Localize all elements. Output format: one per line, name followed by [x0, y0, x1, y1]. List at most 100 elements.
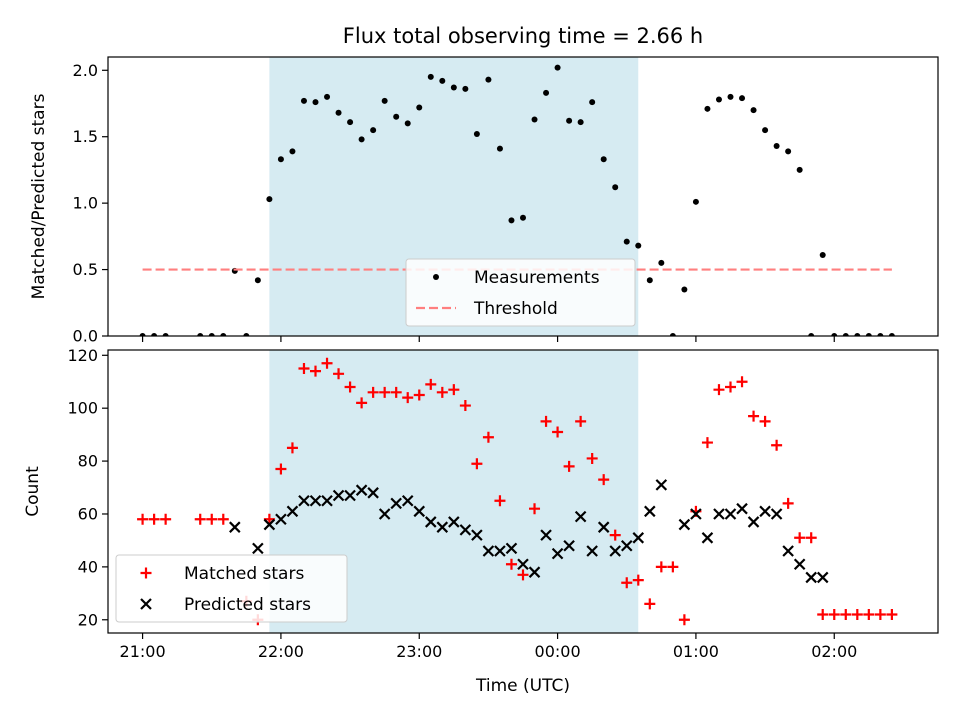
measurement-point — [715, 96, 722, 103]
predicted-star-point — [505, 542, 518, 555]
x-tick-label: 21:00 — [120, 642, 166, 661]
y-tick-label: 1.0 — [73, 194, 98, 213]
y-tick-label: 40 — [78, 557, 98, 576]
y-tick-label: 0.0 — [73, 327, 98, 346]
measurement-point — [324, 93, 331, 100]
measurement-point — [796, 166, 803, 173]
measurement-point — [543, 89, 550, 96]
measurement-point — [347, 119, 354, 126]
matched-star-point — [356, 397, 368, 409]
predicted-star-point — [620, 539, 633, 552]
matched-star-point — [667, 561, 679, 573]
predicted-star-point — [344, 489, 356, 502]
measurement-point — [266, 196, 273, 203]
legend-1: Matched stars Predicted stars — [115, 554, 348, 623]
matched-star-point — [851, 608, 863, 620]
matched-star-point — [217, 513, 229, 525]
predicted-star-point — [263, 518, 276, 531]
matched-star-point — [575, 415, 587, 427]
measurement-point — [531, 116, 538, 123]
measurement-point — [600, 156, 607, 163]
matched-star-point — [333, 368, 345, 380]
predicted-star-point — [436, 521, 449, 533]
predicted-star-point — [644, 505, 656, 518]
measurement-point — [739, 95, 746, 102]
y-tick-label: 2.0 — [73, 61, 98, 80]
matched-star-point — [782, 497, 794, 509]
matched-star-point — [748, 410, 760, 422]
predicted-star-point — [770, 508, 783, 520]
predicted-star-point — [609, 545, 621, 557]
predicted-star-point — [321, 494, 333, 507]
matched-star-point — [817, 608, 829, 620]
predicted-star-point — [782, 545, 794, 557]
matched-star-point — [148, 513, 160, 525]
matched-star-point — [413, 389, 425, 401]
measurement-point — [300, 97, 307, 104]
matched-star-point — [298, 363, 310, 375]
matched-star-point — [529, 503, 541, 515]
predicted-star-point — [401, 494, 414, 507]
legend-box — [115, 554, 348, 623]
measurement-point — [623, 238, 630, 245]
matched-star-point — [828, 608, 840, 620]
y-tick-label: 20 — [78, 610, 98, 629]
predicted-star-point — [425, 516, 437, 528]
measurement-point — [819, 251, 826, 258]
legend-label: Measurements — [474, 268, 600, 288]
predicted-star-point — [805, 571, 817, 584]
matched-star-point — [552, 426, 564, 438]
matched-star-point — [563, 460, 575, 472]
predicted-star-point — [551, 547, 564, 560]
predicted-star-point — [747, 516, 760, 528]
matched-star-point — [448, 384, 460, 396]
matched-star-point — [701, 437, 713, 449]
matched-star-point — [194, 513, 206, 525]
measurement-point — [808, 333, 815, 336]
legend-label: Predicted stars — [184, 595, 311, 615]
matched-star-point — [759, 415, 771, 427]
measurement-point — [485, 76, 492, 83]
x-tick-label: 02:00 — [811, 642, 857, 661]
matched-star-point — [505, 558, 517, 570]
measurement-point — [865, 333, 872, 336]
measurement-point — [854, 333, 861, 336]
measurement-point — [416, 104, 423, 111]
measurement-point — [427, 73, 434, 80]
matched-star-point — [436, 386, 448, 398]
legend-box — [405, 258, 636, 327]
matched-star-point — [402, 392, 414, 404]
measurement-point — [762, 127, 769, 134]
matched-star-point — [771, 439, 783, 451]
x-tick-label: 23:00 — [396, 642, 442, 661]
measurement-point — [669, 333, 676, 336]
matched-star-point — [344, 381, 356, 393]
matched-star-point — [275, 463, 287, 475]
measurement-point — [554, 64, 561, 71]
predicted-star-point — [563, 539, 575, 552]
measurement-point — [381, 97, 388, 104]
matched-star-point — [586, 452, 598, 464]
measurement-point — [692, 198, 699, 205]
predicted-star-point — [528, 566, 541, 578]
matched-star-point — [736, 376, 748, 388]
matched-star-point — [713, 384, 725, 396]
measurement-point — [888, 333, 895, 336]
measurement-point — [842, 333, 849, 336]
predicted-star-point — [286, 505, 299, 518]
legend-0: Measurements Threshold — [405, 258, 636, 327]
measurement-point — [370, 127, 377, 134]
matched-star-point — [805, 532, 817, 544]
predicted-star-point — [597, 521, 610, 533]
matched-star-point — [886, 608, 898, 620]
measurement-point — [646, 277, 653, 284]
measurement-point — [635, 242, 642, 249]
measurement-point — [151, 333, 158, 336]
legend-plus-marker — [140, 567, 152, 579]
predicted-star-point — [448, 516, 460, 528]
measurement-point — [704, 105, 711, 112]
predicted-star-point — [275, 513, 287, 526]
y-tick-label: 60 — [78, 504, 98, 523]
